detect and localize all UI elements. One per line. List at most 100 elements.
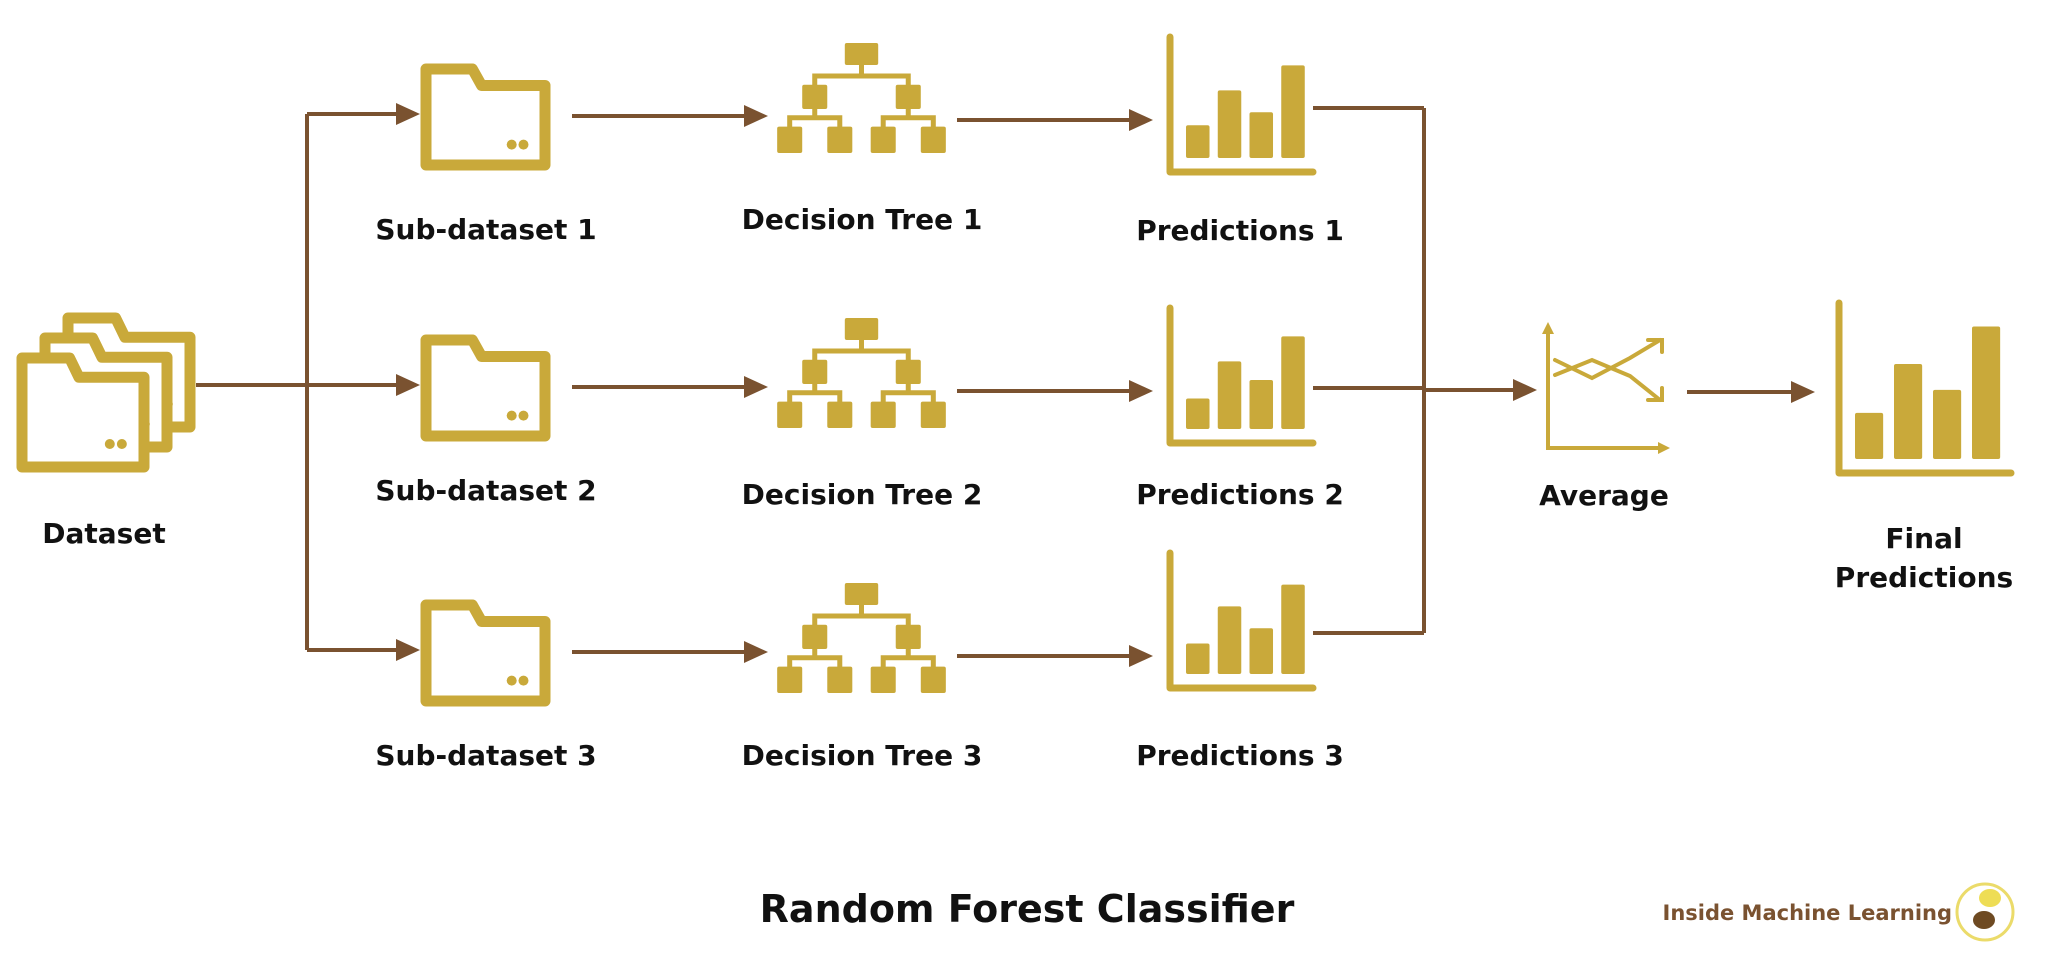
tree-leaf bbox=[827, 401, 853, 428]
predictions-label-2: Predictions 2 bbox=[1136, 478, 1344, 511]
tree-leaf bbox=[920, 666, 946, 693]
merge-to-average-head bbox=[1513, 379, 1537, 401]
folder-dot bbox=[116, 439, 127, 449]
decision-tree-icon-3 bbox=[777, 583, 946, 693]
tree-to-predictions-2-head bbox=[1129, 380, 1153, 402]
subset-label-1: Sub-dataset 1 bbox=[375, 213, 596, 246]
chart-bar bbox=[1217, 361, 1242, 429]
icons bbox=[16, 33, 2015, 707]
predictions-label-3: Predictions 3 bbox=[1136, 739, 1344, 772]
average-to-final-head bbox=[1791, 381, 1815, 403]
tree-node bbox=[802, 84, 828, 109]
tree-leaf bbox=[920, 401, 946, 428]
tree-edge bbox=[812, 613, 911, 630]
tree-label-2: Decision Tree 2 bbox=[742, 478, 983, 511]
subset-label-2: Sub-dataset 2 bbox=[375, 474, 596, 507]
average-label: Average bbox=[1539, 479, 1669, 512]
folder-dot bbox=[506, 139, 517, 150]
subset-folder-icon-3 bbox=[420, 599, 551, 707]
chart-bar bbox=[1972, 326, 2001, 459]
subset-to-tree-1-head bbox=[744, 105, 768, 127]
tree-edge bbox=[880, 115, 936, 129]
tree-edge bbox=[787, 390, 843, 404]
avg-axis-arrow bbox=[1658, 442, 1670, 454]
tree-node bbox=[802, 624, 828, 649]
chart-bar bbox=[1249, 628, 1274, 674]
tree-edge bbox=[812, 348, 911, 365]
predictions-label-1: Predictions 1 bbox=[1136, 214, 1344, 247]
logo-icon bbox=[1955, 882, 2015, 942]
brand-name: Inside Machine Learning bbox=[1663, 901, 1953, 925]
subset-to-tree-3-head bbox=[744, 641, 768, 663]
folder-outline bbox=[16, 352, 150, 473]
chart-axis bbox=[1166, 304, 1317, 447]
folder-dot bbox=[518, 410, 529, 421]
branch-head-3 bbox=[396, 639, 420, 661]
tree-edge bbox=[880, 655, 936, 669]
tree-leaf bbox=[777, 126, 803, 153]
subset-folder-icon-2 bbox=[420, 334, 551, 442]
avg-axis-arrow bbox=[1542, 322, 1554, 334]
chart-bar bbox=[1894, 363, 1923, 459]
final-label-line2: Predictions bbox=[1835, 561, 2013, 594]
chart-bar bbox=[1186, 398, 1210, 429]
tree-to-predictions-1-head bbox=[1129, 109, 1153, 131]
avg-line bbox=[1553, 338, 1662, 381]
tree-node bbox=[844, 43, 879, 65]
chart-bar bbox=[1186, 643, 1210, 674]
stacked-folders-icon bbox=[16, 312, 196, 473]
final-predictions-chart-icon bbox=[1835, 299, 2015, 477]
avg-line-arrow bbox=[1646, 338, 1664, 354]
logo-shape-top bbox=[1979, 889, 2001, 907]
tree-leaf bbox=[920, 126, 946, 153]
folder-dot bbox=[518, 139, 529, 150]
tree-node bbox=[844, 318, 879, 340]
logo-shape-bottom bbox=[1973, 911, 1995, 929]
tree-node bbox=[895, 359, 921, 384]
tree-leaf bbox=[827, 666, 853, 693]
decision-tree-icon-1 bbox=[777, 43, 946, 153]
tree-label-3: Decision Tree 3 bbox=[742, 739, 983, 772]
chart-bar bbox=[1249, 112, 1274, 158]
subset-label-3: Sub-dataset 3 bbox=[375, 739, 596, 772]
chart-axis bbox=[1835, 299, 2015, 477]
folder-dot bbox=[518, 675, 529, 686]
predictions-chart-icon-2 bbox=[1166, 304, 1317, 447]
tree-leaf bbox=[777, 666, 803, 693]
tree-leaf bbox=[870, 666, 896, 693]
tree-edge bbox=[812, 73, 911, 90]
subset-folder-icon-1 bbox=[420, 63, 551, 171]
tree-node bbox=[844, 583, 879, 605]
folder-outline bbox=[420, 599, 551, 707]
branch-head-1 bbox=[396, 103, 420, 125]
predictions-chart-icon-3 bbox=[1166, 549, 1317, 692]
subset-to-tree-2-head bbox=[744, 376, 768, 398]
branch-head-2 bbox=[396, 374, 420, 396]
folder-dot bbox=[104, 439, 115, 449]
chart-bar bbox=[1186, 125, 1210, 158]
final-label-line1: Final bbox=[1885, 522, 1962, 555]
tree-edge bbox=[787, 115, 843, 129]
chart-bar bbox=[1249, 379, 1274, 429]
tree-edge bbox=[787, 655, 843, 669]
chart-bar bbox=[1855, 412, 1884, 459]
tree-leaf bbox=[777, 401, 803, 428]
tree-leaf bbox=[870, 401, 896, 428]
tree-leaf bbox=[827, 126, 853, 153]
dataset-label: Dataset bbox=[42, 517, 165, 550]
tree-node bbox=[895, 84, 921, 109]
avg-line-arrow bbox=[1646, 386, 1664, 402]
chart-bar bbox=[1281, 584, 1305, 674]
folder-outline bbox=[420, 63, 551, 171]
tree-edge bbox=[880, 390, 936, 404]
avg-axis bbox=[1546, 328, 1664, 450]
connectors bbox=[196, 103, 1815, 667]
folder-dot bbox=[506, 410, 517, 421]
tree-node bbox=[895, 624, 921, 649]
chart-bar bbox=[1281, 336, 1305, 429]
tree-leaf bbox=[870, 126, 896, 153]
chart-bar bbox=[1281, 65, 1305, 158]
chart-bar bbox=[1217, 90, 1242, 158]
avg-line bbox=[1553, 357, 1662, 402]
